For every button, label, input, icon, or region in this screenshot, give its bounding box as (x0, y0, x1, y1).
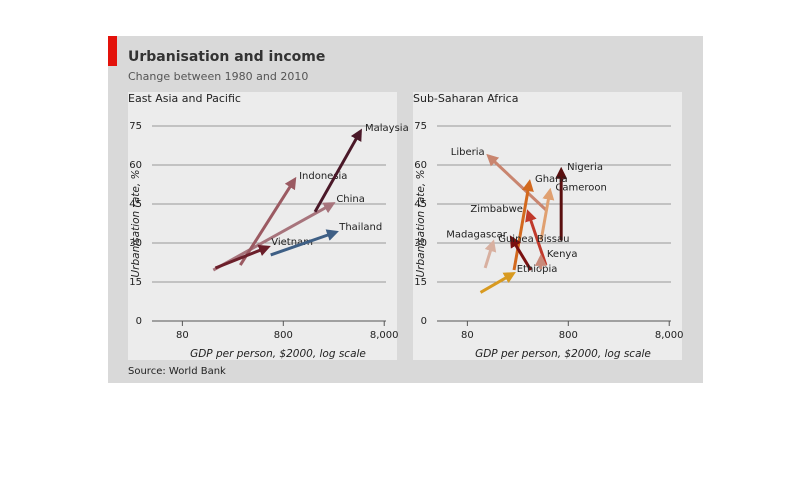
series-label: Zimbabwe (470, 204, 523, 215)
y-tick-label: 60 (414, 160, 427, 171)
series-label: Ghana (535, 174, 568, 185)
series-label: Kenya (547, 249, 578, 260)
series-label: China (336, 194, 365, 205)
y-tick-label: 0 (421, 316, 427, 327)
panel-title: Sub-Saharan Africa (413, 92, 518, 105)
y-axis-label: Urbanisation rate, % (415, 169, 427, 277)
arrow (313, 128, 362, 213)
y-tick-label: 75 (414, 121, 427, 132)
x-axis-label: GDP per person, $2000, log scale (475, 348, 651, 360)
x-axis-label: GDP per person, $2000, log scale (190, 348, 366, 360)
arrow (479, 271, 516, 294)
series-label: Ethiopia (517, 264, 558, 275)
y-tick-label: 15 (414, 277, 427, 288)
y-tick-label: 45 (129, 199, 142, 210)
arrow (212, 202, 336, 272)
x-tick-label: 80 (461, 330, 474, 341)
y-tick-label: 30 (414, 238, 427, 249)
y-tick-label: 60 (129, 160, 142, 171)
arrow (483, 239, 497, 269)
arrow (270, 229, 339, 257)
series-label: Vietnam (271, 237, 313, 248)
panel-title: East Asia and Pacific (128, 92, 241, 105)
arrow (239, 176, 297, 266)
subtitle: Change between 1980 and 2010 (128, 70, 308, 83)
panel (413, 92, 682, 360)
x-tick-label: 8,000 (370, 330, 399, 341)
arrow (214, 244, 271, 270)
arrow (512, 179, 534, 271)
series-label: Indonesia (299, 171, 347, 182)
series-label: Thailand (338, 222, 382, 233)
y-tick-label: 30 (129, 238, 142, 249)
series-label: Liberia (451, 147, 485, 158)
arrow (486, 153, 548, 212)
x-tick-label: 8,000 (655, 330, 684, 341)
series-label: Cameroon (555, 183, 606, 194)
y-tick-label: 0 (136, 316, 142, 327)
x-tick-label: 80 (176, 330, 189, 341)
title: Urbanisation and income (128, 49, 325, 65)
series-label: Guinea Bissau (498, 234, 569, 245)
x-tick-label: 800 (559, 330, 578, 341)
y-tick-label: 45 (414, 199, 427, 210)
red-tag (108, 36, 117, 66)
y-tick-label: 75 (129, 121, 142, 132)
series-label: Madagascar (446, 229, 508, 240)
arrow (539, 187, 555, 241)
y-axis-label: Urbanisation rate, % (130, 169, 142, 277)
x-tick-label: 800 (274, 330, 293, 341)
series-label: Malaysia (365, 123, 409, 134)
y-tick-label: 15 (129, 277, 142, 288)
source: Source: World Bank (128, 366, 226, 377)
arrow (509, 235, 533, 271)
series-label: Nigeria (567, 162, 603, 173)
